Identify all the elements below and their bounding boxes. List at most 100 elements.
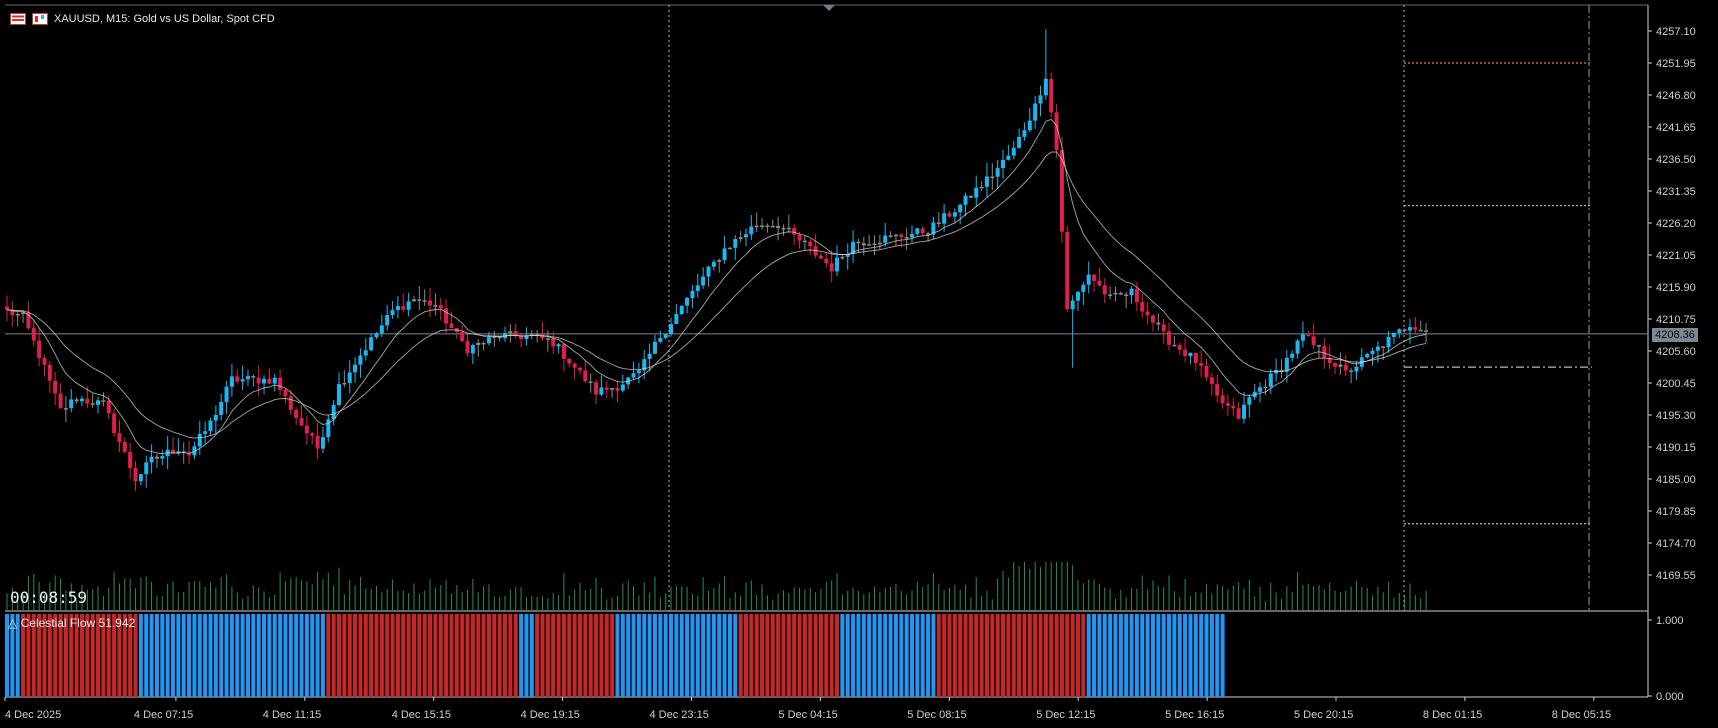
candle-body [594, 382, 599, 395]
indicator-bar [390, 614, 395, 697]
candle-body [529, 334, 534, 336]
indicator-bar [187, 614, 192, 697]
indicator-bar [74, 614, 79, 697]
price-tick-label: 4190.15 [1656, 442, 1696, 454]
indicator-bar [818, 614, 823, 697]
indicator-bar [1049, 614, 1054, 697]
price-tick-label: 4215.90 [1656, 282, 1696, 294]
indicator-bar [1167, 614, 1172, 697]
indicator-bar [438, 614, 443, 697]
indicator-bar [835, 614, 840, 697]
volume-bars [6, 562, 1427, 610]
candle-body [497, 336, 502, 339]
candle-body [647, 353, 652, 360]
candle-body [1370, 350, 1375, 355]
indicator-bar [37, 614, 42, 697]
candle-body [1333, 363, 1338, 367]
candle-body [331, 404, 336, 420]
indicator-bar [1113, 614, 1118, 697]
indicator-bar [299, 614, 304, 697]
indicator-bar [867, 614, 872, 697]
candle-body [604, 387, 609, 390]
candle-body [690, 290, 695, 298]
indicator-bar [738, 614, 743, 697]
indicator-bar [1054, 614, 1059, 697]
indicator-bar [909, 614, 914, 697]
candle-body [449, 323, 454, 329]
indicator-bar [856, 614, 861, 697]
candle-body [567, 358, 572, 364]
indicator-bar [594, 614, 599, 697]
candle-body [171, 449, 176, 454]
indicator-bar [829, 614, 834, 697]
ma-slow-line [6, 151, 1427, 439]
candle-body [470, 345, 475, 354]
price-tick-label: 4179.85 [1656, 506, 1696, 518]
candle-body [615, 388, 620, 391]
indicator-bar [786, 614, 791, 697]
indicator-bar [1102, 614, 1107, 697]
indicator-bar [968, 614, 973, 697]
indicator-bar [1017, 614, 1022, 697]
candle-body [652, 341, 657, 354]
indicator-bar [197, 614, 202, 697]
time-label: 5 Dec 20:15 [1294, 709, 1353, 721]
indicator-bar [486, 614, 491, 697]
candle-body [658, 338, 663, 342]
candle-body [1134, 288, 1139, 303]
indicator-bar [727, 614, 732, 697]
indicator-bar [1043, 614, 1048, 697]
indicator-bar [1193, 614, 1198, 697]
candle-body [1150, 315, 1155, 323]
indicator-bar [792, 614, 797, 697]
candle-body [1424, 330, 1429, 332]
candle-body [620, 384, 625, 391]
candle-body [149, 456, 154, 463]
candle-body [433, 305, 438, 307]
candle-body [776, 225, 781, 229]
scroll-marker-icon [823, 5, 835, 11]
price-tick-label: 4251.95 [1656, 58, 1696, 70]
indicator-bar [990, 614, 995, 697]
candle-body [1092, 274, 1097, 281]
indicator-bar [797, 614, 802, 697]
time-label: 4 Dec 07:15 [134, 709, 193, 721]
candle-body [37, 340, 42, 358]
candle-body [733, 239, 738, 248]
indicator-bar [342, 614, 347, 697]
candle-body [861, 243, 866, 246]
indicator-bar [122, 614, 127, 697]
price-tick-label: 4231.35 [1656, 186, 1696, 198]
candle-body [213, 414, 218, 421]
indicator-bar [711, 614, 716, 697]
candle-body [395, 306, 400, 311]
indicator-bar [133, 614, 138, 697]
price-tick-label: 4257.10 [1656, 26, 1696, 38]
indicator-bar [519, 614, 524, 697]
indicator-bar [144, 614, 149, 697]
candle-body [79, 398, 84, 402]
candle-body [1059, 150, 1064, 232]
candle-body [144, 462, 149, 475]
chart-type-icon[interactable] [32, 13, 48, 25]
price-tick-label: 4195.30 [1656, 410, 1696, 422]
symbol-menu-icon[interactable] [10, 13, 26, 25]
candle-body [1327, 357, 1332, 364]
candle-body [112, 413, 117, 434]
candle-body [1290, 353, 1295, 358]
indicator-bar [733, 614, 738, 697]
candle-body [406, 301, 411, 310]
candle-body [1043, 78, 1048, 96]
indicator-bar [165, 614, 170, 697]
indicator-tick-label: 0.000 [1656, 691, 1684, 703]
candle-body [160, 456, 165, 459]
candle-body [1338, 364, 1343, 367]
indicator-bar [476, 614, 481, 697]
candle-body [90, 403, 95, 405]
candle-body [401, 306, 406, 310]
candle-body [711, 261, 716, 267]
moving-averages [6, 118, 1427, 455]
indicator-bar [679, 614, 684, 697]
indicator-bar [1097, 614, 1102, 697]
candle-body [1220, 395, 1225, 404]
